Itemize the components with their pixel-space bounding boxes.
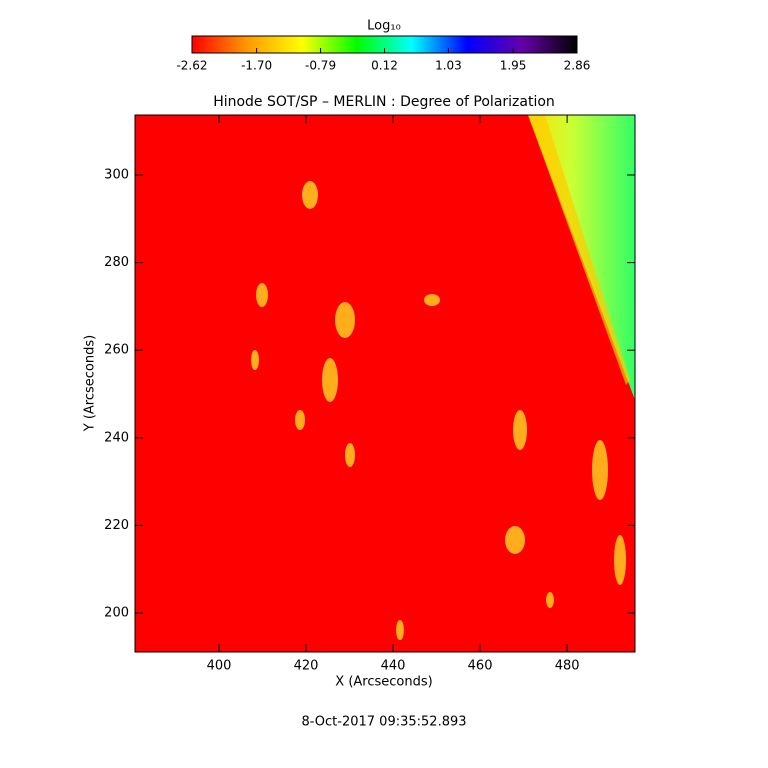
y-tick-label: 260: [104, 343, 129, 358]
colorbar-tick-label: 1.03: [435, 59, 462, 73]
x-axis-label: X (Arcseconds): [335, 675, 432, 690]
colorbar-tick-label: -2.62: [176, 59, 207, 73]
colorbar-tick-label: 2.86: [564, 59, 591, 73]
footer: 8-Oct-2017 09:35:52.893: [301, 715, 466, 730]
y-tick-label: 220: [104, 518, 129, 533]
x-tick-label: 400: [207, 659, 232, 674]
y-tick-label: 240: [104, 430, 129, 445]
y-tick-label: 280: [104, 255, 129, 270]
colorbar-tick-label: -1.70: [241, 59, 272, 73]
x-tick-label: 420: [294, 659, 319, 674]
colorbar-tick-label: -0.79: [305, 59, 336, 73]
chart-title: Hinode SOT/SP – MERLIN : Degree of Polar…: [213, 94, 555, 110]
y-tick-label: 200: [104, 606, 129, 621]
y-tick-label: 300: [104, 168, 129, 183]
plot-frame: [134, 114, 636, 653]
x-tick-label: 440: [381, 659, 406, 674]
x-tick-label: 460: [468, 659, 493, 674]
colorbar-tick-label: 1.95: [500, 59, 527, 73]
heatmap: [135, 115, 635, 652]
x-tick-label: 480: [555, 659, 580, 674]
y-axis-label: Y (Arcseconds): [83, 335, 98, 432]
colorbar-label: Log₁₀: [367, 19, 401, 34]
colorbar-tick-label: 0.12: [371, 59, 398, 73]
